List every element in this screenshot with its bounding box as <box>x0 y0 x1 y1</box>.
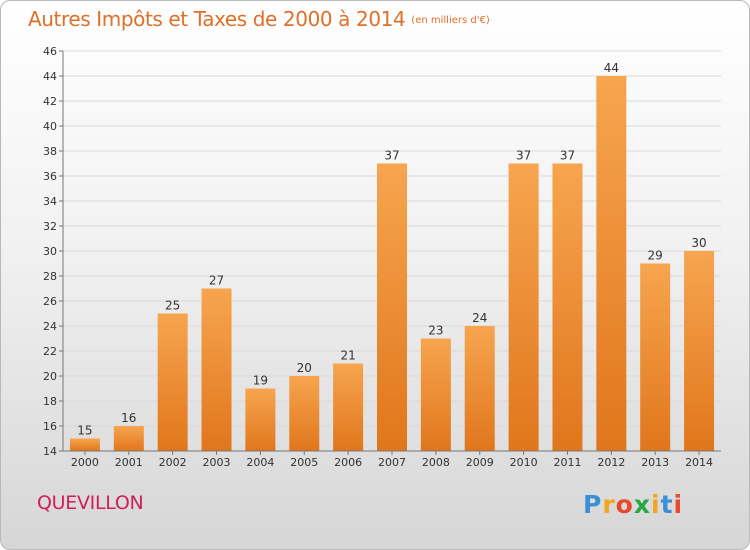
x-tick-label: 2003 <box>203 456 231 469</box>
bar-2000 <box>69 438 100 451</box>
bar-2004 <box>245 388 276 451</box>
y-tick-label: 46 <box>43 45 57 58</box>
labels: 14 16 18 20 22 24 26 28 30 32 34 36 38 40 42 44 46 15 2000… <box>43 45 713 469</box>
y-tick-label: 28 <box>43 270 57 283</box>
brand-letter: t <box>660 490 674 519</box>
bar-2006 <box>333 363 364 451</box>
y-tick-label: 36 <box>43 170 57 183</box>
value-label: 29 <box>648 249 663 263</box>
brand-letter: r <box>602 490 616 519</box>
x-tick-label: 2006 <box>334 456 362 469</box>
y-tick-label: 24 <box>43 320 57 333</box>
y-tick-label: 42 <box>43 95 57 108</box>
y-tick-label: 18 <box>43 395 57 408</box>
value-label: 37 <box>560 149 575 163</box>
bars <box>69 76 715 451</box>
y-tick-label: 38 <box>43 145 57 158</box>
x-tick-label: 2000 <box>71 456 99 469</box>
x-tick-label: 2013 <box>641 456 669 469</box>
y-tick-label: 22 <box>43 345 57 358</box>
y-tick-label: 20 <box>43 370 57 383</box>
value-label: 37 <box>384 149 399 163</box>
bar-2012 <box>596 76 627 451</box>
x-tick-label: 2008 <box>422 456 450 469</box>
value-label: 37 <box>516 149 531 163</box>
bar-2009 <box>464 326 495 451</box>
brand-letter: x <box>633 490 651 519</box>
brand-letter: i <box>673 490 684 519</box>
y-tick-label: 26 <box>43 295 57 308</box>
y-tick-label: 30 <box>43 245 57 258</box>
bar-2003 <box>201 288 232 451</box>
x-tick-label: 2010 <box>510 456 538 469</box>
x-tick-label: 2002 <box>159 456 187 469</box>
bar-2008 <box>420 338 451 451</box>
value-label: 27 <box>209 274 224 288</box>
value-label: 25 <box>165 299 180 313</box>
value-label: 21 <box>340 349 355 363</box>
bar-2005 <box>289 376 320 451</box>
y-tick-label: 16 <box>43 420 57 433</box>
y-tick-label: 14 <box>43 445 57 458</box>
bar-2007 <box>377 163 407 451</box>
bar-2002 <box>157 313 188 451</box>
chart-subtitle: (en milliers d'€) <box>411 15 490 26</box>
x-tick-label: 2009 <box>466 456 494 469</box>
bar-2001 <box>113 426 144 451</box>
y-tick-label: 44 <box>43 70 57 83</box>
value-label: 44 <box>604 61 619 75</box>
value-label: 16 <box>121 411 136 425</box>
x-tick-label: 2014 <box>685 456 713 469</box>
bar-2014 <box>684 251 715 451</box>
value-label: 15 <box>77 424 92 438</box>
brand-logo: Proxiti <box>583 490 683 519</box>
x-tick-label: 2012 <box>597 456 625 469</box>
chart-heading: Autres Impôts et Taxes de 2000 à 2014 (en… <box>28 7 490 31</box>
y-tick-label: 34 <box>43 195 57 208</box>
brand-letter: i <box>651 490 661 519</box>
location-label: QUEVILLON <box>37 492 144 514</box>
x-tick-label: 2001 <box>115 456 143 469</box>
bar-2010 <box>508 163 539 451</box>
y-tick-label: 40 <box>43 120 57 133</box>
value-label: 24 <box>472 311 487 325</box>
axes <box>59 50 721 455</box>
value-label: 20 <box>297 361 312 375</box>
x-tick-label: 2004 <box>246 456 274 469</box>
chart-title: Autres Impôts et Taxes de 2000 à 2014 <box>28 7 406 31</box>
brand-letter: o <box>615 490 634 519</box>
value-label: 30 <box>691 236 706 250</box>
x-tick-label: 2011 <box>553 456 581 469</box>
y-tick-label: 32 <box>43 220 57 233</box>
bar-2013 <box>640 263 671 451</box>
x-tick-label: 2007 <box>378 456 406 469</box>
x-tick-label: 2005 <box>290 456 318 469</box>
value-label: 19 <box>253 374 268 388</box>
bar-2011 <box>552 163 583 451</box>
value-label: 23 <box>428 324 443 338</box>
brand-letter: P <box>583 490 603 519</box>
